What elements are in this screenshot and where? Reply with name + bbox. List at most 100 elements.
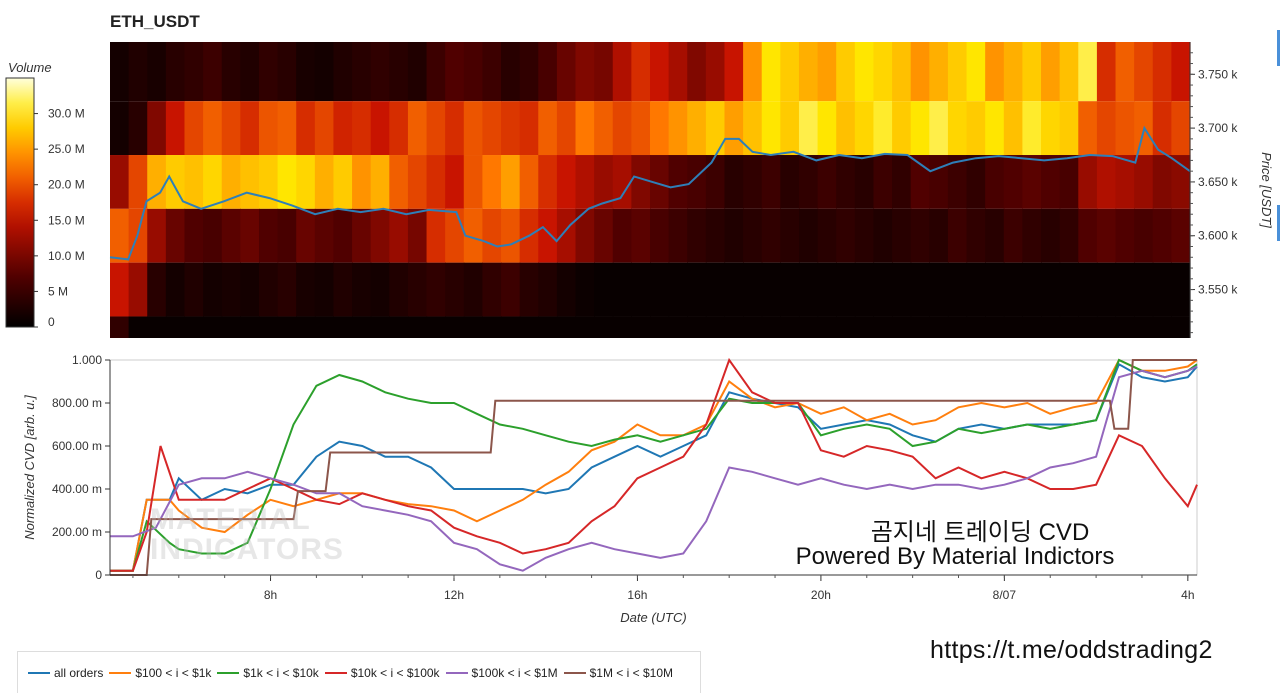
heatmap-cell (1059, 316, 1079, 338)
heatmap-cell (798, 208, 819, 263)
source-url-link[interactable]: https://t.me/oddstrading2 (930, 636, 1213, 664)
legend-item-1k-10k[interactable]: $1k < i < $10k (217, 666, 319, 680)
price-tick-label: 3.550 k (1198, 283, 1238, 297)
heatmap-cell (482, 42, 502, 102)
heatmap-cell (501, 316, 521, 338)
cvd-series-line (110, 365, 1198, 572)
price-tick-label: 3.700 k (1198, 121, 1238, 135)
cvd-series-line (110, 358, 1198, 572)
heatmap-cell (165, 316, 186, 338)
price-axis-title: Price [USDT] (1259, 152, 1274, 228)
heatmap-cell (612, 155, 632, 209)
heatmap-cell (1022, 316, 1042, 338)
heatmap-cell (594, 101, 614, 156)
heatmap-cell (854, 42, 875, 102)
heatmap-cell (947, 42, 968, 102)
heatmap-cell (501, 101, 521, 156)
heatmap-cell (370, 208, 390, 263)
heatmap-cell (612, 316, 632, 338)
heatmap-cell (314, 208, 335, 263)
heatmap-cell (873, 262, 893, 317)
overlay-annotation-powered-by: Powered By Material Indictors (795, 543, 1115, 570)
heatmap-cell (389, 262, 409, 317)
legend-item-100-1k[interactable]: $100 < i < $1k (109, 666, 211, 680)
heatmap-cell (184, 208, 204, 263)
heatmap-cell (426, 208, 446, 263)
legend-label: $100k < i < $1M (471, 665, 558, 680)
heatmap-cell (892, 101, 912, 156)
heatmap-cell (352, 155, 372, 209)
heatmap-cell (1078, 262, 1098, 317)
heatmap-cell (1022, 262, 1042, 317)
heatmap-cell (463, 42, 484, 102)
heatmap-cell (519, 42, 539, 102)
heatmap-cell (724, 262, 744, 317)
colorbar-tick-label: 30.0 M (48, 107, 85, 121)
heatmap-cell (1059, 208, 1079, 263)
heatmap-cell (240, 42, 260, 102)
heatmap-cell (556, 262, 577, 317)
side-panel-tab-top[interactable] (1277, 30, 1280, 66)
legend-item-100k-1m[interactable]: $100k < i < $1M (445, 665, 558, 680)
heatmap-cell (817, 316, 837, 338)
heatmap-cell (110, 208, 130, 263)
heatmap-cell (836, 262, 856, 317)
heatmap-cell (687, 208, 707, 263)
heatmap-cell (1003, 101, 1024, 156)
heatmap-cell (873, 101, 893, 156)
heatmap-cell (650, 101, 670, 156)
heatmap-cell (836, 208, 856, 263)
heatmap-cell (743, 42, 763, 102)
heatmap-cell (1041, 316, 1061, 338)
heatmap-cell (892, 42, 912, 102)
heatmap-cell (277, 316, 297, 338)
heatmap-cell (445, 262, 465, 317)
heatmap-cell (296, 155, 316, 209)
heatmap-cell (277, 262, 297, 317)
heatmap-cell (910, 208, 930, 263)
heatmap-cell (687, 316, 707, 338)
heatmap-cell (836, 316, 856, 338)
price-tick-label: 3.600 k (1198, 229, 1238, 243)
heatmap-cell (1134, 262, 1154, 317)
heatmap-cell (538, 316, 558, 338)
legend-item-all-orders[interactable]: all orders (28, 666, 103, 680)
heatmap-cell (296, 42, 316, 102)
heatmap-cell (445, 42, 465, 102)
heatmap-cell (780, 208, 800, 263)
colorbar-label: Volume (8, 60, 52, 75)
heatmap-cell (203, 208, 223, 263)
cvd-series-line (110, 358, 1198, 572)
heatmap-cell (407, 155, 428, 209)
heatmap-cell (631, 101, 651, 156)
heatmap-cell (258, 42, 279, 102)
heatmap-chart[interactable]: 3.750 k 3.700 k 3.650 k 3.600 k 3.550 k Price… (0, 30, 1280, 345)
heatmap-cell (1078, 101, 1098, 156)
heatmap-cell (743, 262, 763, 317)
legend-item-1m-10m[interactable]: $1M < i < $10M (563, 666, 673, 680)
legend-item-10k-100k[interactable]: $10k < i < $100k (324, 666, 440, 680)
side-panel-tab-bottom[interactable] (1277, 205, 1280, 241)
heatmap-cell (221, 101, 241, 156)
heatmap-cell (594, 42, 614, 102)
heatmap-cell (110, 42, 130, 102)
heatmap-cell (817, 101, 837, 156)
heatmap-cell (184, 316, 204, 338)
heatmap-cell (798, 42, 819, 102)
heatmap-cell (985, 101, 1005, 156)
heatmap-cell (370, 42, 390, 102)
heatmap-cell (128, 262, 148, 317)
heatmap-cell (705, 155, 726, 209)
heatmap-cell (258, 155, 279, 209)
heatmap-cell (985, 316, 1005, 338)
heatmap-cell (854, 316, 875, 338)
heatmap-cell (966, 42, 986, 102)
heatmap-cell (407, 42, 428, 102)
heatmap-cell (1041, 42, 1061, 102)
heatmap-cell (1096, 208, 1117, 263)
heatmap-cell (352, 316, 372, 338)
cvd-line-chart[interactable]: 0 200.00 m 400.00 m 600.00 m 800.00 m 1.000 No… (0, 345, 1280, 635)
heatmap-cell (612, 262, 632, 317)
heatmap-cell (929, 262, 949, 317)
heatmap-cell (147, 101, 167, 156)
